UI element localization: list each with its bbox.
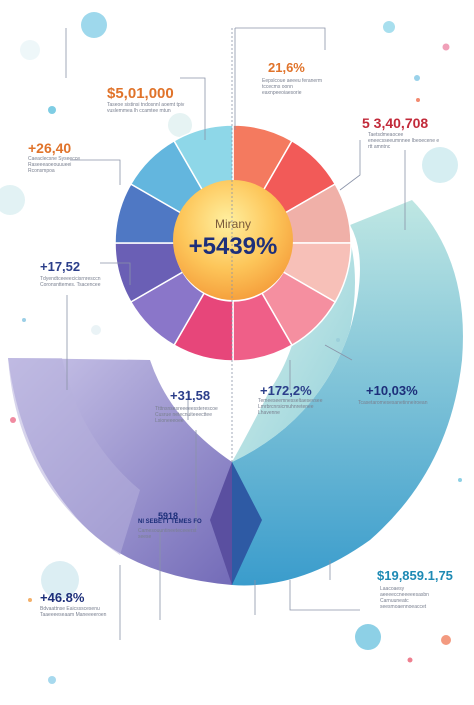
- top-left-value: $5,01,000: [107, 85, 174, 102]
- mid-center-text: Ttttnsnsesreeeeessterescoe Cusrue netecn…: [155, 406, 218, 424]
- left-text: Caeaclecsne Syseecce Raseeeaoeouuueei Rc…: [28, 156, 80, 174]
- center-fold-dark: [232, 462, 262, 585]
- dot-decoration: [10, 417, 16, 423]
- bottom-center-text: Camesouuntineeteceeerst seese: [138, 528, 197, 540]
- right-text: Taetsdmeaocee eneecsseeumnnee Ibeoecene …: [368, 132, 440, 150]
- guide-line: [324, 344, 353, 361]
- bubble-decoration: [0, 185, 25, 215]
- bubble-decoration: [20, 40, 40, 60]
- guide-line: [70, 159, 121, 185]
- far-right-value: +10,03%: [366, 383, 418, 398]
- donut-pie: [114, 124, 352, 362]
- right-arc-band: [232, 200, 463, 586]
- bubble-decoration: [168, 113, 192, 137]
- mid-left-value: +17,52: [40, 259, 81, 274]
- far-right-text: Tcasetaromesesanetinneiroean: [358, 400, 428, 406]
- dot-decoration: [407, 657, 413, 663]
- bottom-right-value: $19,859.1,75: [377, 568, 453, 583]
- guide-line: [235, 27, 326, 50]
- bubble-decoration: [81, 12, 107, 38]
- left-arc-highlight: [8, 358, 140, 555]
- center-fold-purple: [210, 462, 232, 585]
- dot-decoration: [442, 43, 450, 51]
- bottom-center-value: 5918: [158, 511, 179, 521]
- mid-right-value: +172,2%: [260, 383, 312, 398]
- guide-line: [100, 262, 131, 285]
- top-left-text: Taseoe sistinsi tndosnnl aoemt tpiv vusl…: [107, 102, 185, 114]
- guide-line: [180, 77, 206, 140]
- dot-decoration: [48, 106, 56, 114]
- mid-right-text: Temeeseemnesseltaesevsee Lmrbrcnrsicmuhn…: [258, 398, 323, 416]
- bottom-left-value: +46.8%: [40, 590, 85, 605]
- left-value: +26,40: [28, 140, 72, 156]
- dot-decoration: [91, 325, 101, 335]
- dot-decoration: [414, 75, 420, 81]
- guide-line: [289, 580, 360, 611]
- center-title: Mirany: [214, 217, 251, 231]
- bottom-center-sub: NI SEBETT TEMES FO: [138, 519, 202, 525]
- dot-decoration: [416, 98, 420, 102]
- dot-decoration: [28, 598, 32, 602]
- bottom-right-text: Laacoaesy aeeeeccneeeeesasbn Carnuuneatc…: [380, 586, 429, 610]
- bubble-decoration: [422, 147, 458, 183]
- right-value: 5 3,40,708: [362, 115, 429, 131]
- top-right-text: Eepslcoue aeeeu feranerm tccecms oonn ea…: [262, 78, 323, 96]
- dot-decoration: [441, 635, 451, 645]
- bottom-left-text: Bdvaattnse Eaicssscesenu Taaeeeeseaam Ma…: [40, 606, 107, 618]
- bubble-decoration: [383, 21, 395, 33]
- center-circle: [173, 180, 293, 300]
- dot-decoration: [22, 318, 26, 322]
- bubble-decoration: [41, 561, 79, 599]
- dot-decoration: [458, 478, 462, 482]
- mid-left-text: Tdyendtceeeecicisrnresccn Coronsnttemes.…: [40, 276, 101, 288]
- top-right-value: 21,6%: [268, 60, 305, 75]
- guide-line: [339, 140, 361, 191]
- dot-decoration: [48, 676, 56, 684]
- bubble-decoration: [355, 624, 381, 650]
- guide-lines: [65, 27, 406, 640]
- center-value: +5439%: [188, 233, 278, 260]
- mid-center-value: +31,58: [170, 388, 211, 403]
